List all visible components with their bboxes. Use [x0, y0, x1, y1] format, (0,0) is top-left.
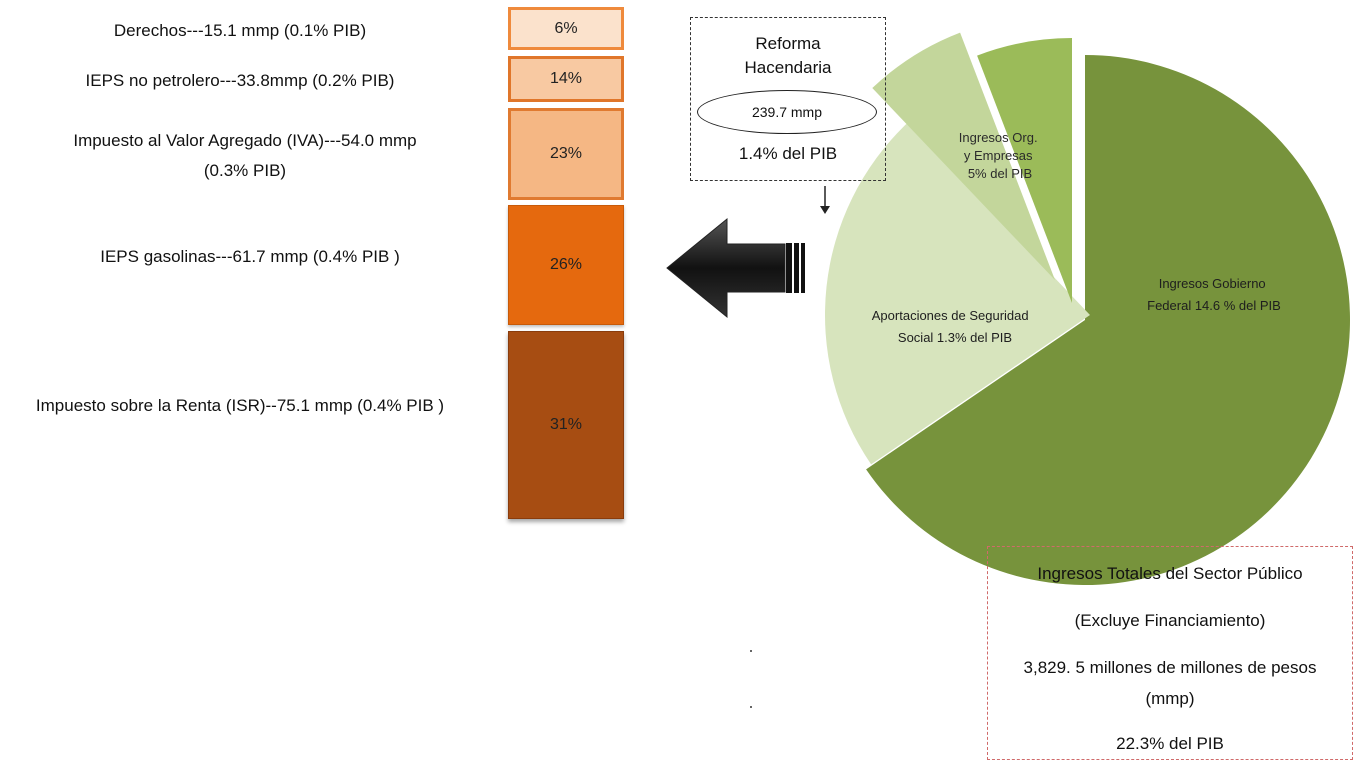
bar-segment-label: 26% — [549, 256, 583, 273]
pie-label-org-empresas: Ingresos Org. y Empresas 5% del PIB — [959, 130, 1041, 181]
pie-label-gobierno-federal: Ingresos Gobierno Federal 14.6 % del PIB — [1147, 276, 1281, 313]
label-iva-line2: (0.3% PIB) — [203, 161, 287, 180]
totals-amount: 3,829. 5 millones de millones de pesos — [1023, 658, 1317, 677]
bar-segment-label: 23% — [549, 145, 583, 162]
totals-title: Ingresos Totales del Sector Público — [1037, 564, 1303, 583]
label-ieps-gasolinas: IEPS gasolinas---61.7 mmp (0.4% PIB ) — [100, 247, 400, 266]
pie-slice-2 — [825, 123, 1090, 465]
bar-segment-2: 14% — [508, 56, 624, 102]
pie-slice-1 — [866, 55, 1350, 585]
bar-segment-3: 23% — [508, 108, 624, 200]
totals-unit: (mmp) — [1145, 689, 1195, 708]
pie-label-seguridad-social: Aportaciones de Seguridad Social 1.3% de… — [872, 308, 1032, 345]
pie-slice-3 — [872, 32, 1055, 281]
label-iva-line1: Impuesto al Valor Agregado (IVA)---54.0 … — [73, 131, 417, 150]
down-arrow-icon — [820, 186, 830, 214]
bar-segment-5: 31% — [508, 331, 624, 519]
reform-title: Reforma Hacendaria — [744, 34, 832, 77]
bar-segment-label: 6% — [554, 19, 578, 37]
big-left-arrow-icon — [666, 217, 805, 319]
label-ieps-no-petrolero: IEPS no petrolero---33.8mmp (0.2% PIB) — [85, 71, 395, 90]
totals-pib: 22.3% del PIB — [1116, 734, 1224, 753]
pie-slice-4 — [977, 38, 1072, 303]
totals-note: (Excluye Financiamiento) — [1074, 611, 1266, 630]
reform-pib: 1.4% del PIB — [738, 144, 838, 163]
bar-segment-1: 6% — [508, 7, 624, 50]
reforma-hacendaria-box: Reforma Hacendaria 239.7 mmp 1.4% del PI… — [690, 17, 886, 181]
bar-segment-label: 31% — [549, 416, 583, 433]
reform-amount: 239.7 mmp — [697, 90, 877, 134]
bar-segment-label: 14% — [549, 70, 583, 87]
label-isr: Impuesto sobre la Renta (ISR)--75.1 mmp … — [35, 396, 445, 415]
label-derechos: Derechos---15.1 mmp (0.1% PIB) — [113, 21, 367, 40]
bar-segment-4: 26% — [508, 205, 624, 325]
totals-box: Ingresos Totales del Sector Público (Exc… — [987, 546, 1353, 760]
